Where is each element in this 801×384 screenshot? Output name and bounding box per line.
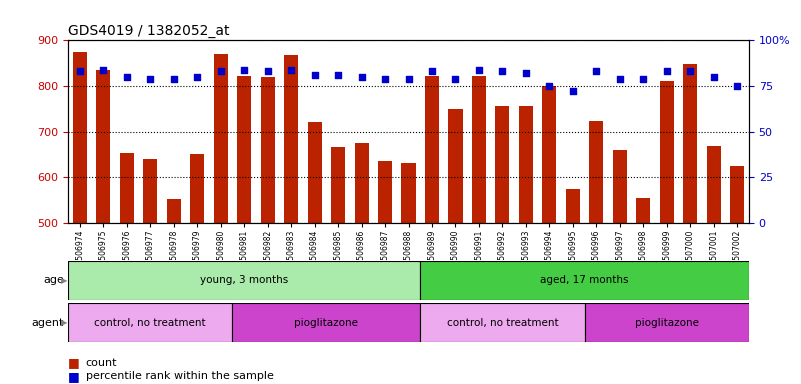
Bar [566, 189, 580, 223]
Bar [308, 122, 322, 223]
Bar [68, 261, 421, 300]
Bar [613, 150, 627, 223]
Bar [425, 76, 439, 223]
Bar [232, 303, 421, 342]
Bar [96, 70, 111, 223]
Point [520, 70, 533, 76]
Bar [167, 199, 181, 223]
Bar [260, 77, 275, 223]
Point [355, 74, 368, 80]
Point [660, 68, 673, 74]
Bar [472, 76, 486, 223]
Bar [636, 198, 650, 223]
Point [144, 76, 157, 82]
Point [731, 83, 743, 89]
Text: age: age [43, 275, 64, 285]
Text: GDS4019 / 1382052_at: GDS4019 / 1382052_at [68, 24, 230, 38]
Bar [683, 64, 698, 223]
Text: ▶: ▶ [61, 276, 67, 285]
Text: ▶: ▶ [61, 318, 67, 327]
Point [402, 76, 415, 82]
Point [379, 76, 392, 82]
Bar [706, 146, 721, 223]
Point [566, 88, 579, 94]
Bar [585, 303, 749, 342]
Text: count: count [86, 358, 117, 368]
Text: agent: agent [32, 318, 64, 328]
Bar [542, 86, 557, 223]
Text: pioglitazone: pioglitazone [294, 318, 358, 328]
Text: young, 3 months: young, 3 months [200, 275, 288, 285]
Bar [421, 261, 749, 300]
Point [543, 83, 556, 89]
Bar [449, 109, 462, 223]
Text: pioglitazone: pioglitazone [634, 318, 698, 328]
Point [215, 68, 227, 74]
Bar [284, 55, 298, 223]
Point [261, 68, 274, 74]
Point [284, 66, 297, 73]
Text: ■: ■ [68, 370, 80, 383]
Point [449, 76, 462, 82]
Point [332, 72, 344, 78]
Bar [73, 52, 87, 223]
Text: control, no treatment: control, no treatment [95, 318, 206, 328]
Bar [331, 147, 345, 223]
Bar [590, 121, 603, 223]
Bar [378, 161, 392, 223]
Bar [421, 303, 585, 342]
Bar [401, 164, 416, 223]
Bar [660, 81, 674, 223]
Point [97, 66, 110, 73]
Point [614, 76, 626, 82]
Text: percentile rank within the sample: percentile rank within the sample [86, 371, 274, 381]
Bar [190, 154, 204, 223]
Text: control, no treatment: control, no treatment [447, 318, 558, 328]
Point [74, 68, 87, 74]
Point [473, 66, 485, 73]
Point [425, 68, 438, 74]
Bar [355, 143, 368, 223]
Point [238, 66, 251, 73]
Point [167, 76, 180, 82]
Bar [119, 153, 134, 223]
Bar [143, 159, 157, 223]
Text: ■: ■ [68, 356, 80, 369]
Point [496, 68, 509, 74]
Bar [237, 76, 252, 223]
Bar [731, 166, 744, 223]
Point [707, 74, 720, 80]
Bar [68, 303, 232, 342]
Bar [519, 106, 533, 223]
Bar [495, 106, 509, 223]
Text: aged, 17 months: aged, 17 months [541, 275, 629, 285]
Bar [214, 54, 227, 223]
Point [191, 74, 203, 80]
Point [308, 72, 321, 78]
Point [120, 74, 133, 80]
Point [590, 68, 602, 74]
Point [637, 76, 650, 82]
Point [684, 68, 697, 74]
